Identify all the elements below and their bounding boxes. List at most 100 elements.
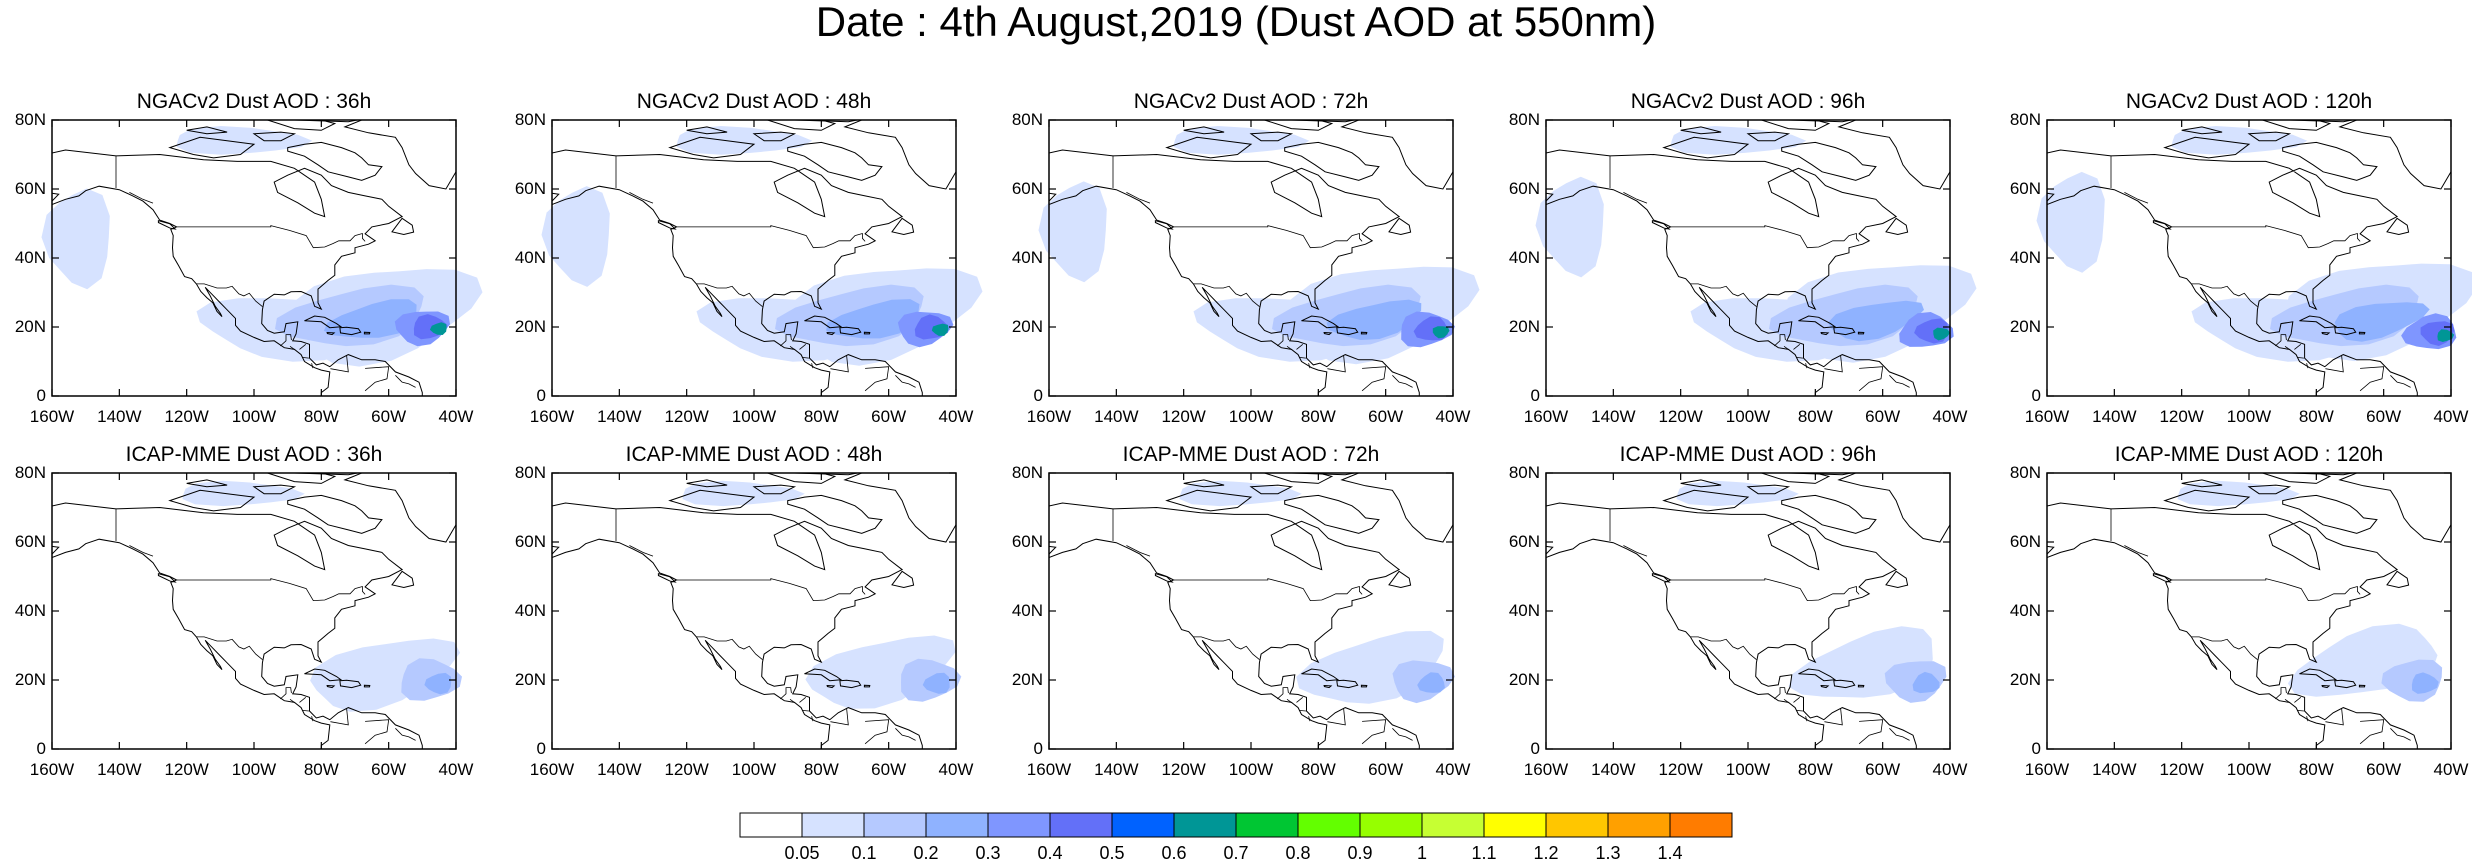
dust-aod-contour xyxy=(922,672,950,694)
coastlines xyxy=(552,473,956,749)
political-border xyxy=(830,708,849,726)
coastline xyxy=(294,120,360,123)
political-border xyxy=(1296,696,1304,703)
political-border xyxy=(780,687,792,700)
coastlines xyxy=(1546,120,1950,396)
coastline xyxy=(1651,220,1671,230)
dust-aod-contour xyxy=(310,638,461,712)
political-border xyxy=(1670,225,1860,249)
political-border xyxy=(2306,716,2309,722)
colorbar-label: 0.3 xyxy=(975,843,1001,863)
dust-aod-contour xyxy=(1784,265,1977,363)
political-border xyxy=(1173,578,1363,602)
political-border xyxy=(302,710,309,712)
dust-aod-contour xyxy=(1912,671,1940,694)
dust-aod-contour xyxy=(2334,302,2430,342)
lon-tick-label: 160W xyxy=(1523,407,1569,426)
political-border xyxy=(330,708,349,726)
lon-tick-label: 80W xyxy=(803,760,839,779)
dust-aod-contour xyxy=(1676,480,1799,507)
lon-tick-label: 40W xyxy=(1435,407,1471,426)
panel-title: ICAP-MME Dust AOD : 120h xyxy=(2114,443,2384,466)
coastline xyxy=(339,326,362,336)
colorbar-swatch xyxy=(1049,812,1113,838)
coastline xyxy=(1781,494,1877,534)
colorbar-label: 0.8 xyxy=(1285,843,1311,863)
lat-tick-label: 0 xyxy=(36,386,46,405)
lon-tick-label: 80W xyxy=(803,407,839,426)
coastline xyxy=(267,120,337,131)
political-border xyxy=(1774,687,1786,700)
lon-tick-label: 60W xyxy=(371,760,407,779)
coastline xyxy=(168,136,256,159)
lat-tick-label: 0 xyxy=(536,739,546,758)
lat-tick-label: 80N xyxy=(1011,110,1043,129)
political-border xyxy=(1126,192,1151,204)
coastline xyxy=(1291,473,1357,476)
political-border xyxy=(799,696,807,703)
dust-aod-contour xyxy=(1413,316,1449,341)
political-border xyxy=(1299,357,1306,359)
dust-aod-contour xyxy=(2270,284,2419,347)
lat-tick-label: 20N xyxy=(2009,670,2041,689)
coastline xyxy=(1154,220,1174,230)
dust-aod-contour xyxy=(275,284,424,347)
dust-aod-contour xyxy=(1272,284,1421,347)
coastline xyxy=(287,494,383,534)
lat-tick-label: 0 xyxy=(1530,386,1540,405)
coastline xyxy=(891,217,915,236)
political-border xyxy=(1327,708,1346,726)
coastline xyxy=(2334,679,2357,689)
political-border xyxy=(1783,698,1790,704)
coastline xyxy=(2047,149,2418,396)
lon-tick-label: 160W xyxy=(1026,407,1072,426)
dust-aod-contour xyxy=(1432,326,1450,339)
political-border xyxy=(364,719,390,745)
coastline xyxy=(363,331,371,335)
coastline xyxy=(1388,217,1412,236)
coastline xyxy=(2181,479,2223,488)
lat-tick-label: 40N xyxy=(14,248,46,267)
lon-tick-label: 120W xyxy=(664,407,709,426)
panel-title: ICAP-MME Dust AOD : 72h xyxy=(1122,443,1380,466)
lon-tick-label: 160W xyxy=(29,407,75,426)
dust-aod-contour xyxy=(1884,661,1947,703)
dust-aod-contour xyxy=(2177,480,2300,507)
lat-tick-label: 0 xyxy=(36,739,46,758)
political-border xyxy=(1796,710,1803,712)
political-border xyxy=(289,345,296,351)
lat-tick-label: 0 xyxy=(1033,739,1043,758)
political-border xyxy=(1889,375,1910,388)
coastlines xyxy=(1049,120,1453,396)
coastline xyxy=(1680,479,1722,488)
political-border xyxy=(1286,345,1293,351)
dust-aod-contour xyxy=(2285,263,2472,362)
colorbar-swatch xyxy=(1421,812,1485,838)
coastline xyxy=(1662,136,1750,159)
coastline xyxy=(1546,502,1917,749)
coastlines xyxy=(1049,473,1453,749)
lon-tick-label: 140W xyxy=(597,407,642,426)
coastline xyxy=(2321,331,2331,336)
lat-tick-label: 40N xyxy=(2009,601,2041,620)
coastline xyxy=(391,570,415,589)
map-frame xyxy=(1545,119,1951,397)
political-border xyxy=(2359,719,2385,745)
dust-aod-contour xyxy=(541,186,610,287)
coastline xyxy=(267,473,337,484)
coastline xyxy=(1746,131,1791,142)
lat-tick-label: 20N xyxy=(1011,317,1043,336)
political-border xyxy=(395,375,416,388)
coastline xyxy=(767,473,837,484)
lon-tick-label: 140W xyxy=(2092,407,2137,426)
dust-aod-contour xyxy=(401,658,462,701)
lat-tick-label: 40N xyxy=(1508,248,1540,267)
coastline xyxy=(2282,141,2378,181)
dust-aod-contour xyxy=(413,314,448,340)
lat-tick-label: 20N xyxy=(14,317,46,336)
dust-aod-contour xyxy=(1193,298,1390,362)
colorbar-swatch xyxy=(1111,812,1175,838)
colorbar-label: 0.9 xyxy=(1347,843,1373,863)
political-border xyxy=(1824,708,1843,726)
